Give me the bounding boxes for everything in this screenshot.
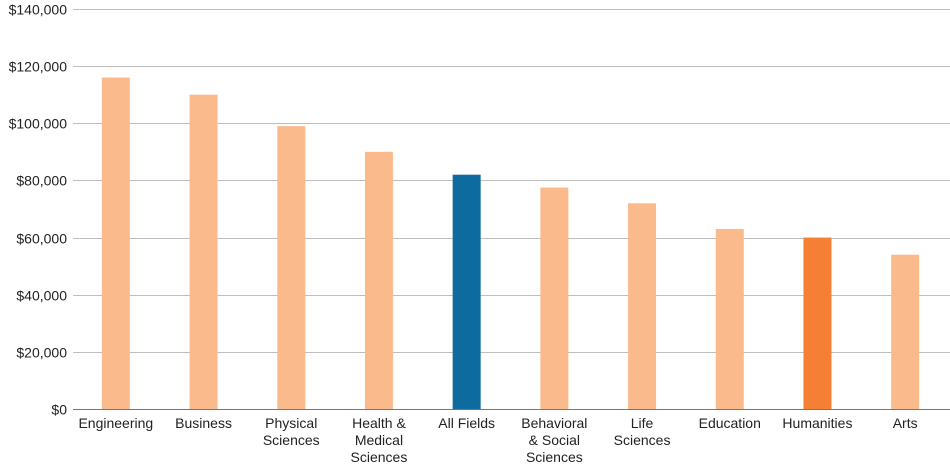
gridlines	[73, 9, 950, 410]
x-tick-label: Health & Medical Sciences	[351, 415, 408, 465]
x-axis-tick-labels: Engineering Business Physical SciencesHealt…	[78, 415, 917, 465]
bar	[452, 174, 481, 409]
y-tick-label: $0	[51, 402, 67, 418]
x-tick-label-line: Sciences	[263, 432, 320, 448]
y-tick-label: $140,000	[9, 2, 68, 18]
x-tick-label-line: Behavioral	[521, 415, 587, 431]
y-tick-label: $40,000	[16, 288, 67, 304]
x-tick-label-line: Medical	[355, 432, 403, 448]
x-tick-label-line: Sciences	[351, 449, 408, 465]
y-tick-label: $60,000	[16, 231, 67, 247]
x-tick-label-line: Sciences	[526, 449, 583, 465]
x-tick-label-line: & Social	[529, 432, 580, 448]
x-tick-label-line: Education	[699, 415, 761, 431]
bar	[803, 237, 832, 409]
x-tick-label-line: Business	[175, 415, 232, 431]
y-tick-label: $100,000	[9, 116, 68, 132]
bar	[277, 126, 306, 410]
x-tick-label-line: Arts	[893, 415, 918, 431]
x-tick-label: Business	[175, 415, 232, 431]
y-tick-label: $80,000	[16, 173, 67, 189]
bar	[364, 151, 393, 409]
x-tick-label: Behavioral & Social Sciences	[521, 415, 587, 465]
bar	[540, 187, 569, 409]
x-tick-label-line: Humanities	[782, 415, 852, 431]
x-tick-label: Arts	[893, 415, 918, 431]
x-tick-label-line: Health &	[352, 415, 406, 431]
y-axis-tick-labels: $0 $20,000 $40,000 $60,000 $80,000 $100,000 $1…	[9, 2, 68, 418]
x-tick-label: Education	[699, 415, 761, 431]
x-tick-label: Humanities	[782, 415, 852, 431]
x-tick-label: Physical Sciences	[263, 415, 320, 448]
bars	[101, 77, 920, 410]
bar	[891, 254, 920, 409]
x-tick-label: All Fields	[438, 415, 495, 431]
x-tick-label-line: Physical	[265, 415, 317, 431]
x-tick-label-line: Engineering	[78, 415, 153, 431]
x-tick-label-line: All Fields	[438, 415, 495, 431]
x-tick-label-line: Life	[631, 415, 654, 431]
x-tick-label: Life Sciences	[614, 415, 671, 448]
bar	[101, 77, 130, 410]
y-tick-label: $20,000	[16, 345, 67, 361]
x-tick-label-line: Sciences	[614, 432, 671, 448]
x-tick-label: Engineering	[78, 415, 153, 431]
bar	[715, 229, 744, 409]
bar	[628, 203, 657, 409]
bar	[189, 94, 218, 409]
y-tick-label: $120,000	[9, 59, 68, 75]
